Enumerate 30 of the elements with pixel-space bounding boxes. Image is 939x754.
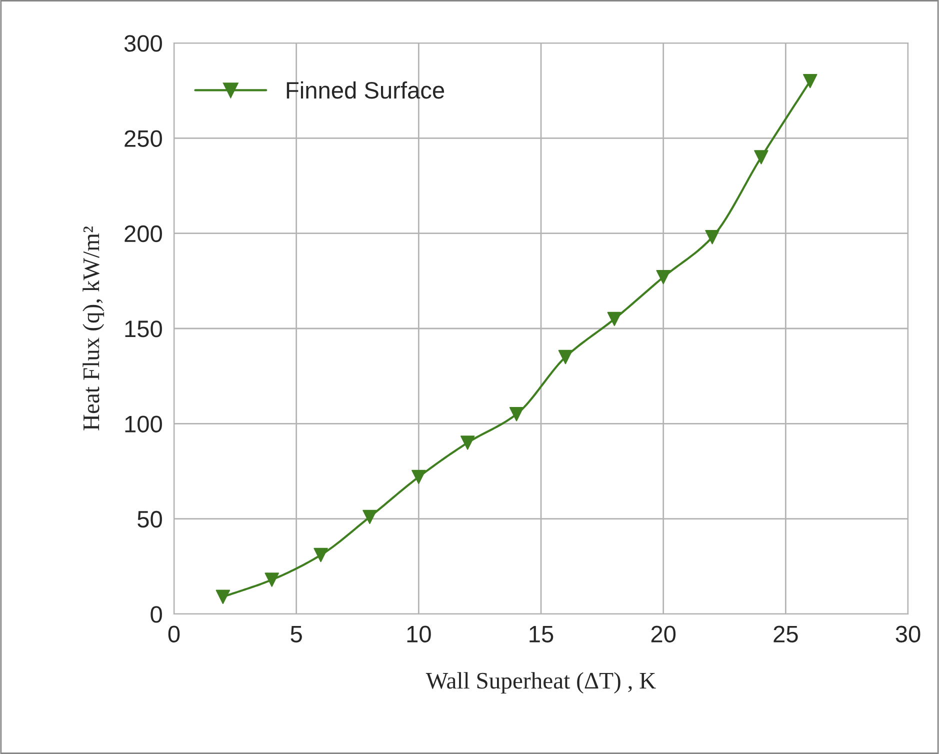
point: [754, 150, 768, 164]
x-tick-label: 30: [896, 626, 920, 642]
point: [216, 590, 230, 604]
point: [607, 312, 622, 326]
y-tick-label: 250: [124, 130, 162, 147]
y-tick-label: 200: [124, 225, 162, 242]
point: [314, 548, 328, 562]
y-tick-label: 300: [124, 35, 162, 52]
x-tick-label: 10: [407, 626, 431, 642]
x-tick-label: 25: [774, 626, 798, 642]
x-tick-label: 20: [651, 626, 676, 642]
y-tick-label: 100: [125, 416, 162, 432]
x-axis-title: Wall Superheat (ΔT) , K: [426, 672, 656, 694]
x-tick-label: 15: [530, 626, 554, 642]
point: [558, 350, 573, 364]
y-tick-label: 50: [138, 510, 162, 528]
point: [656, 270, 670, 284]
x-tick-label: 0: [168, 626, 180, 642]
y-tick-label: 0: [150, 606, 162, 623]
point: [412, 470, 426, 484]
y-axis-title: Heat Flux (q), kW/m²: [82, 226, 104, 430]
point: [705, 230, 720, 244]
point: [803, 74, 818, 88]
point: [509, 407, 524, 422]
point: [264, 572, 279, 587]
legend-label: Finned Surface: [286, 81, 444, 99]
y-tick-label: 150: [125, 320, 162, 338]
point: [460, 436, 475, 450]
x-tick-label: 5: [290, 626, 302, 642]
point: [362, 510, 377, 524]
